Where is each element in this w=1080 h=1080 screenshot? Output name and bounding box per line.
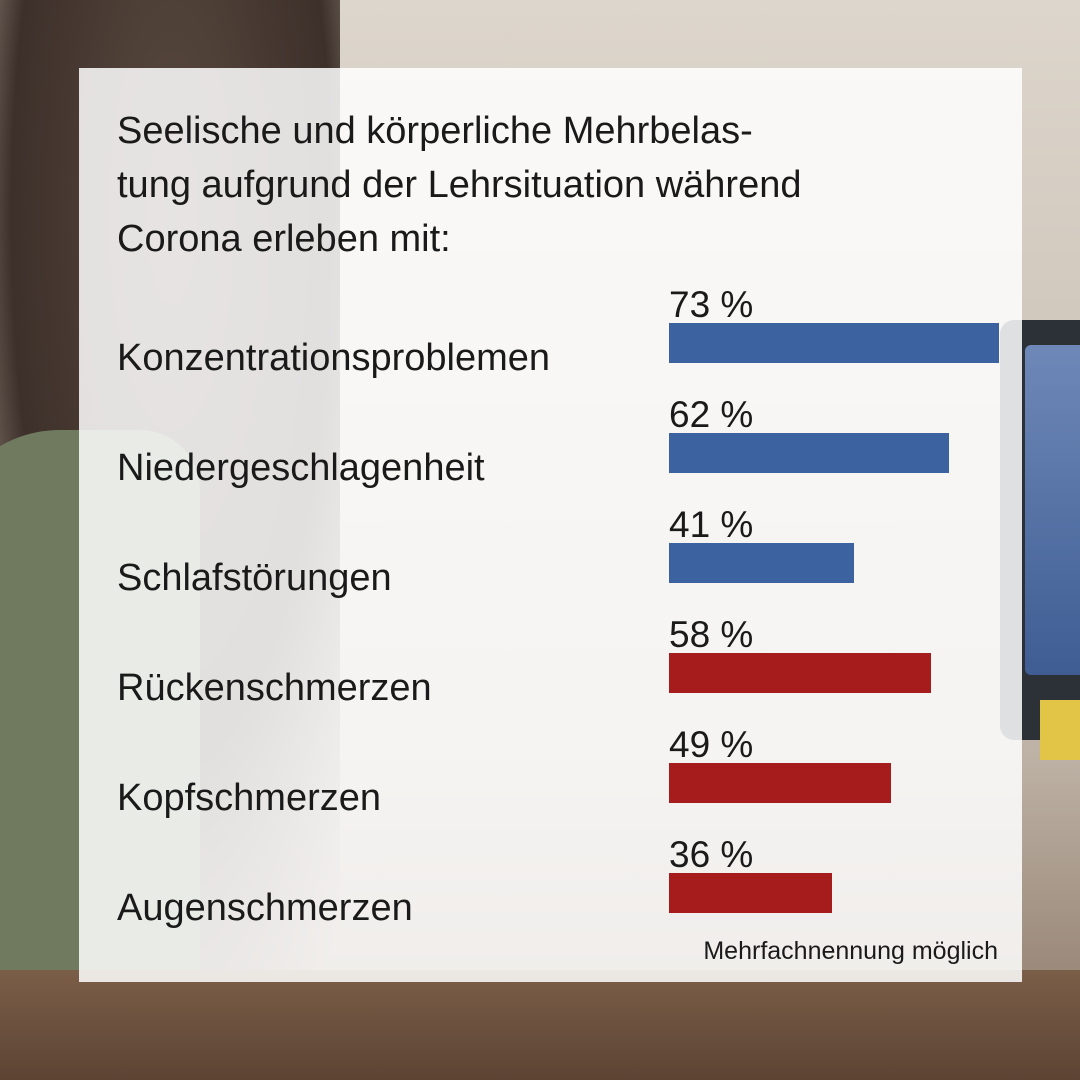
chart-title-line-1: Seelische und körperliche Mehrbelas-	[117, 110, 753, 152]
bar	[669, 323, 999, 363]
chart-title-line-2: tung aufgrund der Lehrsituation während	[117, 164, 802, 206]
value-label: 41 %	[669, 504, 754, 545]
bar-row: Kopfschmerzen 49 %	[79, 724, 1022, 849]
value-label: 62 %	[669, 394, 754, 435]
category-label: Augenschmerzen	[117, 887, 413, 929]
footnote: Mehrfachnennung möglich	[703, 937, 998, 965]
category-label: Kopfschmerzen	[117, 777, 382, 819]
chart-title: Seelische und körperliche Mehrbelas- tun…	[117, 104, 997, 266]
bar-row: Schlafstörungen 41 %	[79, 504, 1022, 629]
bar-row: Rückenschmerzen 58 %	[79, 614, 1022, 739]
bar	[669, 433, 949, 473]
category-label: Schlafstörungen	[117, 557, 392, 599]
chart-panel: Seelische und körperliche Mehrbelas- tun…	[79, 68, 1022, 982]
background-cup	[1040, 700, 1080, 760]
bar-row: Konzentrationsproblemen 73 %	[79, 284, 1022, 409]
chart-title-line-3: Corona erleben mit:	[117, 218, 451, 260]
background-desk	[0, 970, 1080, 1080]
bar	[669, 873, 832, 913]
bar	[669, 763, 891, 803]
bar-row: Niedergeschlagenheit 62 %	[79, 394, 1022, 519]
bar-row: Augenschmerzen 36 %	[79, 834, 1022, 959]
bar	[669, 653, 931, 693]
category-label: Rückenschmerzen	[117, 667, 432, 709]
value-label: 73 %	[669, 284, 754, 325]
category-label: Niedergeschlagenheit	[117, 447, 485, 489]
value-label: 36 %	[669, 834, 754, 875]
value-label: 49 %	[669, 724, 754, 765]
value-label: 58 %	[669, 614, 754, 655]
background-laptop-screen	[1025, 345, 1080, 675]
bar	[669, 543, 854, 583]
category-label: Konzentrationsproblemen	[117, 337, 551, 379]
